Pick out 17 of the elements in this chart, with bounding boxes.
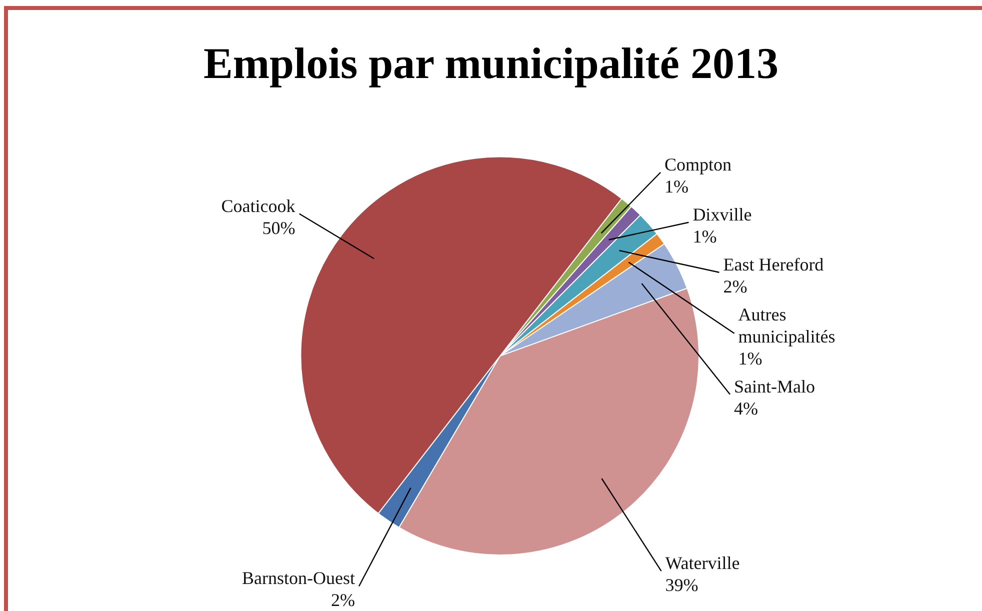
data-label: 50% — [262, 218, 296, 238]
data-label: 2% — [723, 276, 748, 296]
data-label: 2% — [330, 590, 355, 610]
slice-label: East Hereford — [723, 254, 824, 274]
slice-label: Coaticook — [221, 196, 296, 216]
slice-label: Compton — [664, 154, 732, 174]
slice-label: Waterville — [665, 553, 740, 574]
data-label: 1% — [692, 226, 717, 246]
slice-label: Autres municipalités — [738, 304, 836, 346]
data-label: 1% — [738, 348, 762, 368]
data-label: 39% — [665, 575, 698, 596]
data-label: 1% — [664, 176, 689, 196]
data-label: 4% — [734, 398, 758, 418]
slice-label: Barnston-Ouest — [242, 568, 355, 588]
slice-label: Saint-Malo — [734, 376, 815, 396]
chart-title: Emplois par municipalité 2013 — [204, 39, 778, 88]
slice-label: Dixville — [692, 204, 752, 224]
